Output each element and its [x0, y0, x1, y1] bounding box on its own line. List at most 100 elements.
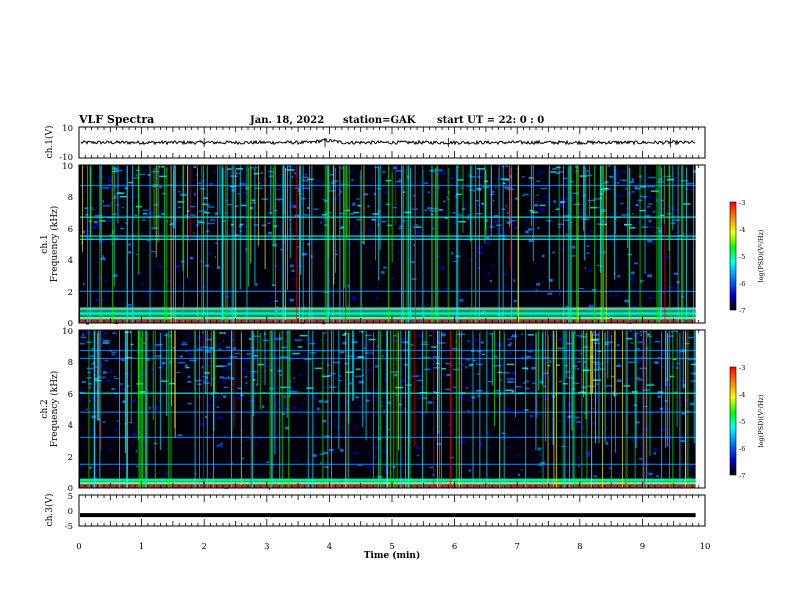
spectrogram-cell — [410, 344, 414, 346]
spectrogram-cell — [617, 275, 621, 278]
spectrogram-cell — [367, 369, 372, 371]
sferic-streak — [573, 330, 575, 488]
spectrogram-cell — [383, 469, 386, 472]
spectrogram-cell — [490, 193, 495, 196]
spectrogram-cell — [579, 209, 583, 212]
spectrogram-cell — [404, 211, 411, 214]
spectrogram-cell — [648, 472, 653, 476]
spectrogram-cell — [647, 203, 653, 205]
spectrogram-cell — [537, 172, 540, 175]
spectrogram-cell — [543, 385, 546, 388]
spectrogram-cell — [519, 393, 522, 396]
spectrogram-cell — [410, 261, 416, 264]
spectrogram-cell — [374, 446, 378, 449]
spectrogram-cell — [271, 464, 275, 467]
spectrogram-cell — [536, 413, 540, 416]
spectrogram-cell — [102, 421, 106, 423]
spectrogram-cell — [112, 197, 118, 199]
spectrogram-cell — [202, 285, 207, 288]
sferic-streak — [433, 330, 435, 488]
sferic-streak — [457, 165, 459, 323]
spectrogram-cell — [114, 195, 118, 197]
spectrogram-cell — [449, 430, 453, 433]
spectrogram-cell — [307, 207, 310, 209]
sferic-streak — [585, 330, 587, 420]
spectrogram-cell — [491, 264, 494, 268]
spectrogram-cell — [487, 272, 490, 275]
spectrogram-cell — [184, 364, 188, 367]
spectrogram-cell — [170, 222, 174, 225]
sferic-streak — [175, 165, 177, 323]
spectrogram-cell — [440, 266, 445, 270]
cb1-tick--5: -5 — [739, 253, 745, 261]
spectrogram-cell — [511, 336, 514, 339]
spectrogram-cell — [535, 289, 538, 293]
spectrogram-cell — [382, 431, 385, 434]
sferic-streak — [152, 330, 154, 421]
spectrogram-cell — [521, 176, 525, 178]
spectrogram-cell — [545, 201, 550, 204]
spectrogram-cell — [429, 210, 438, 212]
spectrogram-cell — [377, 223, 379, 226]
sferic-streak — [545, 330, 547, 442]
spectrogram-cell — [255, 283, 258, 287]
sferic-streak — [182, 165, 184, 271]
spectrogram-cell — [660, 207, 665, 211]
spectrogram-cell — [384, 378, 388, 380]
ch1-ytick-top: 10 — [62, 124, 73, 134]
ch3-ytick-bottom: -5 — [65, 522, 73, 532]
sferic-streak — [250, 330, 252, 488]
spectrogram-cell — [324, 218, 329, 220]
spectrogram-cell — [401, 395, 405, 398]
spectrogram-cell — [670, 333, 674, 336]
sferic-streak — [542, 330, 543, 385]
spectrogram-cell — [563, 215, 570, 217]
sferic-streak — [590, 330, 592, 395]
spectrogram-cell — [258, 182, 261, 185]
sferic-streak — [610, 330, 612, 488]
spectrogram-cell — [433, 366, 440, 369]
spectrogram-cell — [502, 285, 505, 288]
spectrogram-cell — [124, 177, 129, 179]
spectrogram-cell — [591, 422, 596, 425]
sferic-streak — [99, 330, 101, 488]
spectrogram-cell — [169, 360, 172, 363]
spectrogram-cell — [166, 220, 169, 223]
spectrogram-cell — [357, 356, 362, 358]
spectrogram-cell — [268, 487, 271, 490]
spectrogram-cell — [626, 337, 633, 340]
spectrogram-cell — [460, 187, 464, 189]
sferic-streak — [307, 330, 309, 488]
spectrogram-cell — [388, 428, 391, 431]
spectrogram-cell — [302, 187, 310, 189]
spectrogram-cell — [497, 176, 502, 179]
spectrogram-cell — [690, 402, 694, 406]
spectrogram-cell — [636, 332, 639, 334]
sferic-streak — [676, 330, 678, 428]
sferic-streak — [217, 165, 219, 267]
spectrogram-cell — [450, 177, 456, 180]
sferic-streak — [515, 330, 517, 418]
spectrogram-cell — [609, 294, 612, 297]
spectrogram-cell — [682, 233, 685, 235]
spectrogram-cell — [354, 375, 363, 378]
spec2-ytick-8: 8 — [68, 358, 73, 368]
sferic-streak — [569, 165, 571, 323]
spectrogram-cell — [453, 222, 458, 224]
spectrogram-cell — [682, 379, 687, 382]
spectrogram-cell — [287, 169, 295, 171]
spectrogram-cell — [248, 438, 251, 441]
spectrogram-cell — [580, 426, 586, 429]
spectrogram-cell — [647, 185, 655, 188]
spectrogram-cell — [153, 189, 156, 191]
spectrogram-cell — [631, 305, 635, 308]
sferic-streak — [272, 165, 274, 287]
cb1-tick--6: -6 — [739, 280, 745, 288]
spectrogram-cell — [586, 245, 589, 247]
spectrogram-cell — [400, 458, 404, 461]
spectrogram-cell — [527, 334, 534, 336]
sferic-streak — [439, 330, 441, 488]
spectrogram-cell — [398, 179, 403, 181]
spectrogram-cell — [522, 367, 529, 369]
spectrogram-cell — [472, 442, 475, 445]
